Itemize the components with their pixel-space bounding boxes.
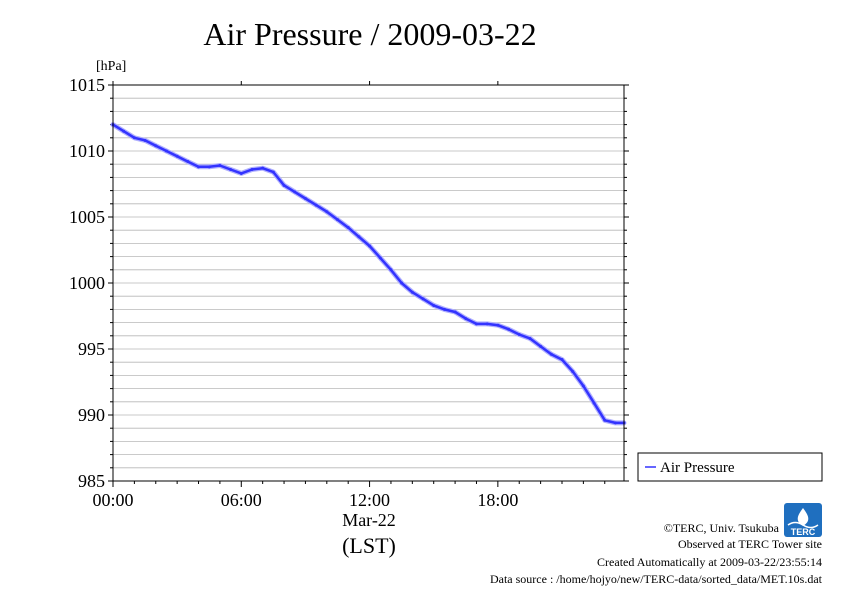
y-tick-label: 1000 <box>69 273 105 293</box>
data-point <box>464 317 468 321</box>
data-point <box>389 268 393 272</box>
data-point <box>357 235 361 239</box>
y-axis-ticks: 1015 1010 1005 1000 995 990 985 <box>69 75 629 491</box>
data-point <box>122 129 126 133</box>
terc-logo: TERC <box>784 503 822 537</box>
footer-copyright: ©TERC, Univ. Tsukuba <box>664 521 780 535</box>
data-point <box>421 297 425 301</box>
data-point <box>303 197 307 201</box>
data-point <box>132 136 136 140</box>
data-point <box>485 322 489 326</box>
data-point <box>507 327 511 331</box>
data-point <box>549 352 553 356</box>
data-point <box>325 210 329 214</box>
data-point <box>453 310 457 314</box>
y-tick-label: 995 <box>78 339 105 359</box>
y-axis-unit: [hPa] <box>96 59 126 74</box>
data-point <box>186 160 190 164</box>
data-point <box>271 170 275 174</box>
data-point <box>335 218 339 222</box>
data-point <box>560 358 564 362</box>
series-line-halo <box>110 122 627 426</box>
data-point <box>592 401 596 405</box>
x-tick-label: 00:00 <box>92 490 133 510</box>
logo-text: TERC <box>791 527 816 537</box>
data-point <box>250 167 254 171</box>
data-point <box>346 226 350 230</box>
data-point <box>218 164 222 168</box>
data-point <box>442 307 446 311</box>
data-point <box>175 154 179 158</box>
data-point <box>539 344 543 348</box>
data-point <box>154 144 158 148</box>
data-point <box>528 336 532 340</box>
y-tick-label: 990 <box>78 405 105 425</box>
footer-observed: Observed at TERC Tower site <box>678 537 822 551</box>
y-tick-label: 1015 <box>69 75 105 95</box>
data-point <box>496 323 500 327</box>
data-point <box>613 421 617 425</box>
data-point <box>314 203 318 207</box>
data-point <box>378 256 382 260</box>
data-point <box>143 138 147 142</box>
legend-label-air-pressure: Air Pressure <box>660 460 735 476</box>
data-point <box>229 167 233 171</box>
data-point <box>571 369 575 373</box>
data-point <box>164 149 168 153</box>
series-air-pressure <box>110 122 627 426</box>
legend: Air Pressure <box>637 452 823 482</box>
data-point <box>517 332 521 336</box>
y-tick-label: 1005 <box>69 207 105 227</box>
x-tick-label: 12:00 <box>349 490 390 510</box>
data-point <box>581 384 585 388</box>
footer-created: Created Automatically at 2009-03-22/23:5… <box>597 555 822 569</box>
x-tick-label: 06:00 <box>221 490 262 510</box>
data-point <box>261 166 265 170</box>
data-point <box>207 165 211 169</box>
data-point <box>400 281 404 285</box>
y-tick-label: 1010 <box>69 141 105 161</box>
data-point <box>197 165 201 169</box>
data-point <box>293 190 297 194</box>
data-point <box>239 171 243 175</box>
x-tick-label: 18:00 <box>477 490 518 510</box>
x-axis-ticks: 00:00 06:00 12:00 18:00 <box>92 81 606 510</box>
data-point <box>410 290 414 294</box>
x-axis-date-label: Mar-22 <box>342 510 396 530</box>
grid-lines <box>113 97 624 469</box>
data-point <box>368 244 372 248</box>
plot-frame <box>112 84 625 482</box>
chart-title: Air Pressure / 2009-03-22 <box>203 16 536 52</box>
data-point <box>282 183 286 187</box>
data-point <box>603 418 607 422</box>
footer-source: Data source : /home/hojyo/new/TERC-data/… <box>490 572 823 586</box>
legend-box <box>637 452 823 482</box>
series-line <box>111 123 626 425</box>
data-point <box>474 322 478 326</box>
x-axis-label: (LST) <box>342 533 396 558</box>
y-tick-label: 985 <box>78 471 105 491</box>
data-point <box>432 303 436 307</box>
